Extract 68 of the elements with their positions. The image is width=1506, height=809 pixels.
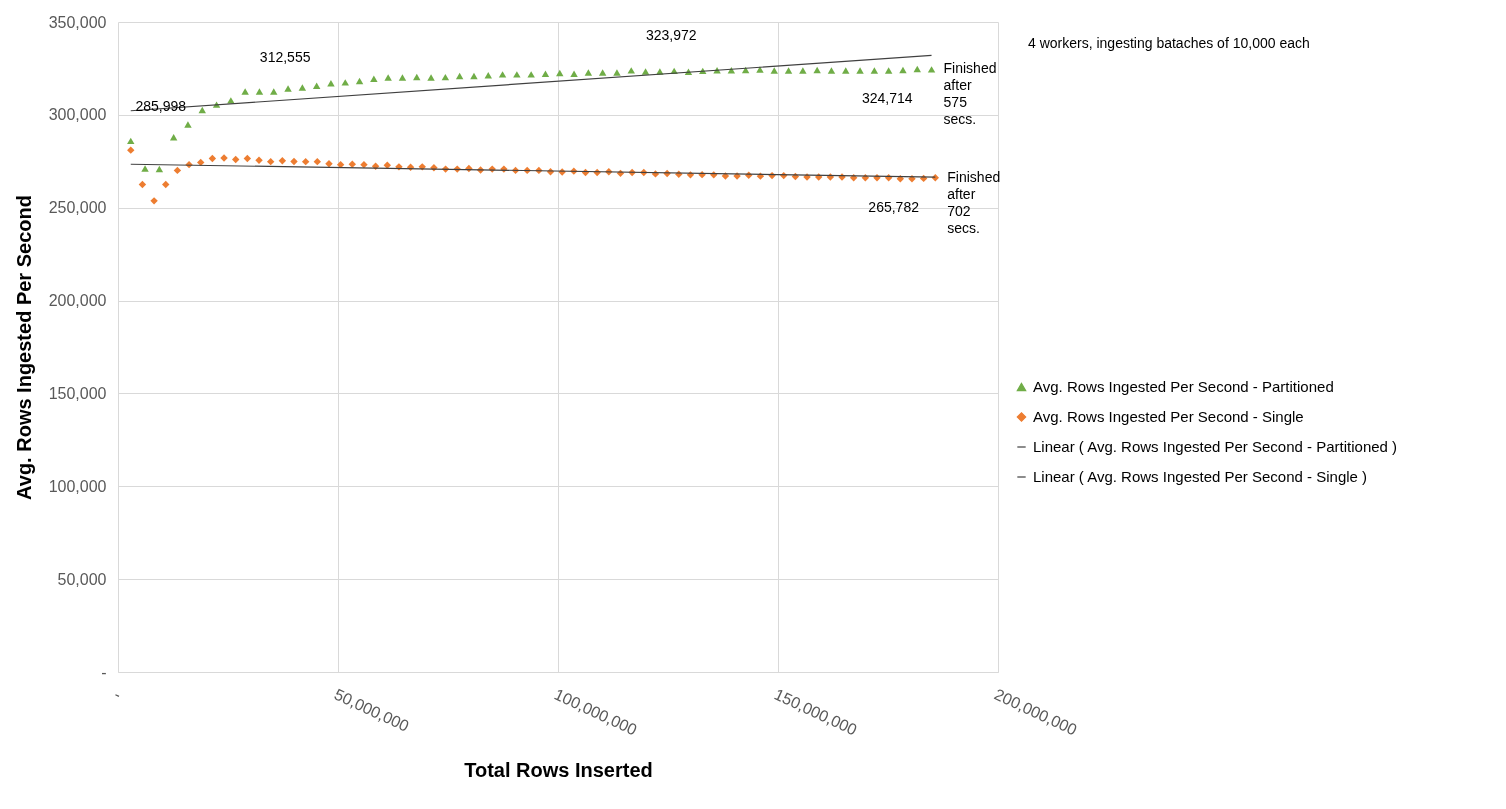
x-axis-title: Total Rows Inserted bbox=[464, 758, 653, 781]
legend-label: Avg. Rows Ingested Per Second - Partitioned bbox=[1033, 378, 1334, 395]
point bbox=[799, 67, 807, 74]
point bbox=[198, 106, 206, 114]
text: 4 workers, ingesting bataches of 10,000 each bbox=[1028, 35, 1310, 51]
point bbox=[441, 73, 450, 81]
y-tick-label: 200,000 bbox=[48, 292, 107, 310]
point bbox=[270, 88, 278, 95]
point bbox=[498, 71, 507, 78]
point bbox=[155, 165, 164, 173]
point bbox=[455, 72, 464, 80]
point bbox=[899, 66, 907, 74]
point bbox=[370, 75, 378, 83]
point bbox=[241, 88, 249, 95]
point bbox=[927, 66, 936, 73]
y-tick-label: 150,000 bbox=[48, 384, 107, 402]
annotation: Finished after 575 secs. bbox=[943, 60, 997, 128]
y-tick-label: 100,000 bbox=[48, 477, 107, 495]
annotation: 285,998 bbox=[135, 97, 187, 114]
point bbox=[570, 70, 578, 78]
y-tick-label: 250,000 bbox=[48, 199, 107, 217]
point bbox=[398, 74, 407, 81]
point bbox=[856, 67, 864, 74]
point bbox=[341, 79, 349, 86]
point bbox=[627, 67, 635, 74]
point bbox=[784, 67, 793, 74]
point bbox=[513, 71, 521, 78]
point bbox=[169, 134, 178, 141]
point bbox=[584, 69, 593, 76]
point bbox=[613, 69, 621, 76]
annotation: 312,555 bbox=[259, 48, 311, 65]
point bbox=[127, 137, 135, 145]
point bbox=[527, 71, 535, 78]
point bbox=[255, 88, 264, 95]
y-tick-label: 50,000 bbox=[57, 570, 107, 588]
x-tick-label: - bbox=[111, 685, 124, 704]
point bbox=[884, 67, 893, 74]
annotation: 323,972 bbox=[645, 27, 697, 44]
point bbox=[556, 69, 564, 77]
y-tick-label: - bbox=[101, 663, 107, 681]
point bbox=[541, 70, 550, 78]
annotation: 324,714 bbox=[861, 89, 913, 106]
point bbox=[141, 165, 149, 172]
point bbox=[312, 82, 321, 89]
point bbox=[355, 77, 364, 85]
point bbox=[484, 72, 492, 79]
point bbox=[842, 67, 850, 74]
point bbox=[184, 121, 192, 128]
y-axis-title: Avg. Rows Ingested Per Second bbox=[12, 195, 35, 500]
annotation: Finished after 702 secs. bbox=[947, 168, 1001, 236]
point bbox=[913, 65, 921, 73]
legend-label: Linear ( Avg. Rows Ingested Per Second - Partitioned ) bbox=[1033, 438, 1398, 455]
point bbox=[598, 69, 607, 76]
point bbox=[384, 74, 392, 81]
legend-label: Linear ( Avg. Rows Ingested Per Second - Single ) bbox=[1033, 468, 1368, 485]
point bbox=[413, 73, 421, 81]
point bbox=[870, 67, 879, 74]
point bbox=[298, 84, 307, 91]
annotation: 265,782 bbox=[868, 199, 920, 216]
y-tick-label: 300,000 bbox=[48, 106, 107, 124]
point bbox=[427, 74, 435, 81]
point bbox=[770, 67, 778, 74]
point bbox=[813, 66, 821, 74]
point bbox=[756, 66, 764, 73]
point bbox=[827, 67, 836, 74]
y-tick-label: 350,000 bbox=[48, 13, 107, 31]
point bbox=[284, 85, 292, 92]
legend-label: Avg. Rows Ingested Per Second - Single bbox=[1033, 408, 1304, 425]
